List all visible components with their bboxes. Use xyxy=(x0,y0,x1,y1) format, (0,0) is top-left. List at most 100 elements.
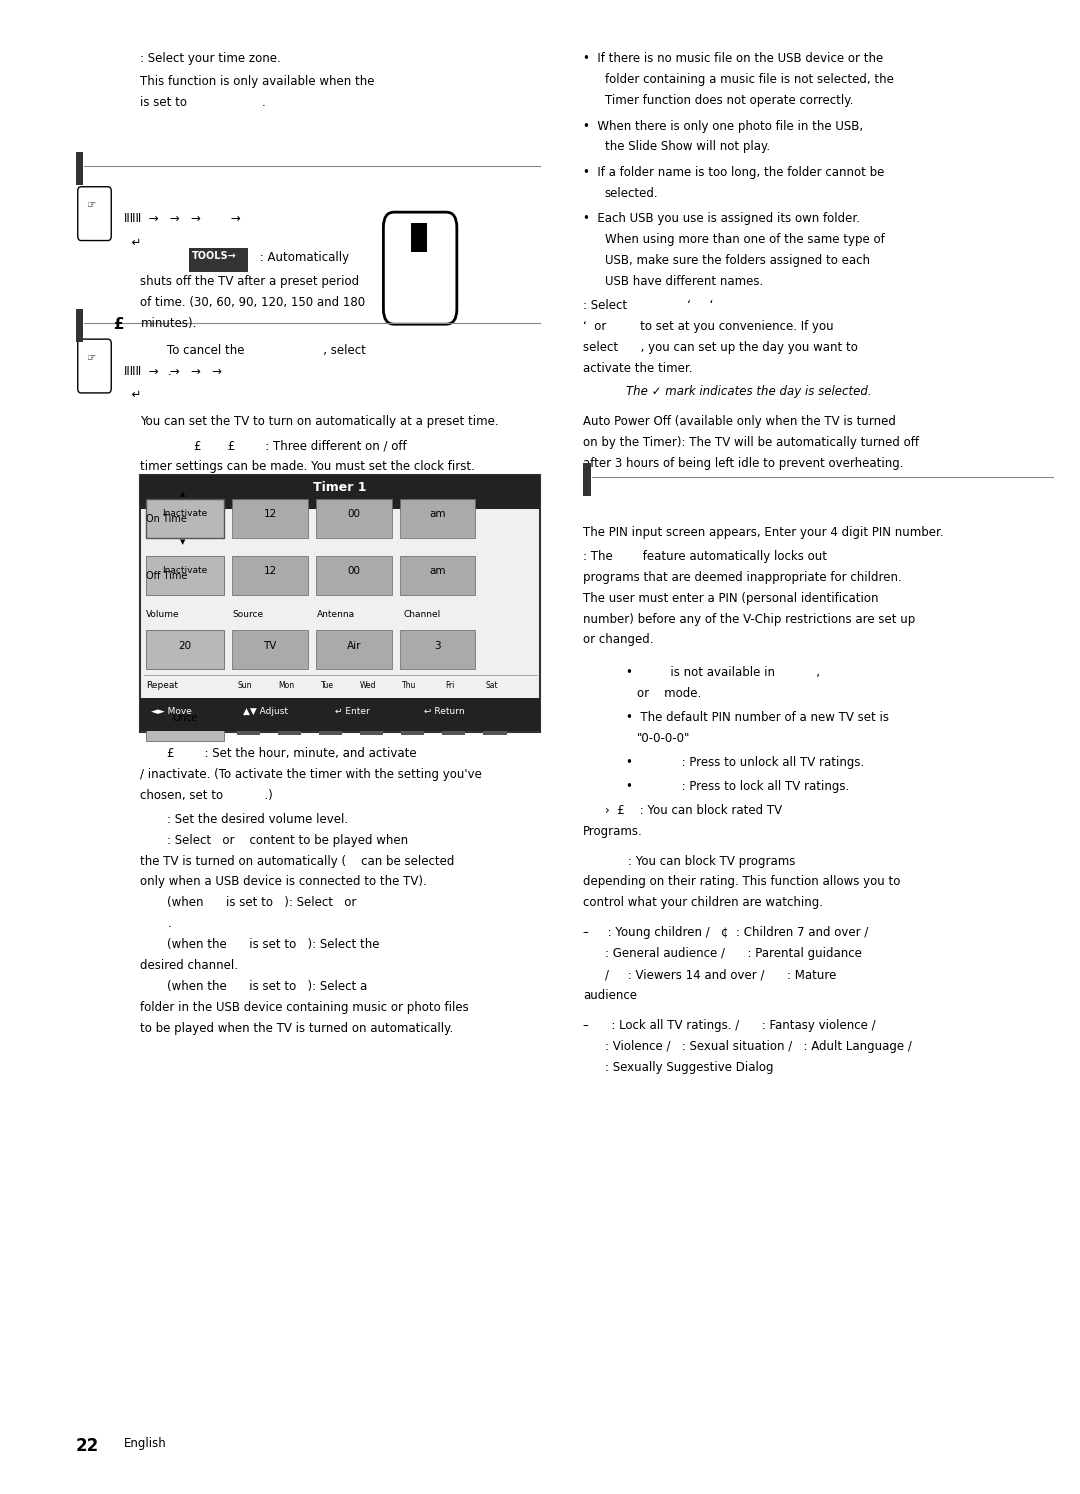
Bar xyxy=(146,630,224,669)
Bar xyxy=(442,708,465,735)
Text: This function is only available when the: This function is only available when the xyxy=(140,75,375,88)
Text: •  Each USB you use is assigned its own folder.: • Each USB you use is assigned its own f… xyxy=(583,212,860,226)
FancyBboxPatch shape xyxy=(78,187,111,241)
Text: The ✓ mark indicates the day is selected.: The ✓ mark indicates the day is selected… xyxy=(626,385,872,399)
Text: "0-0-0-0": "0-0-0-0" xyxy=(637,732,690,746)
Bar xyxy=(483,708,507,735)
Text: ▲▼ Adjust: ▲▼ Adjust xyxy=(243,707,288,716)
Text: To cancel the                     , select: To cancel the , select xyxy=(167,344,366,357)
Text: ›  £    : You can block rated TV: › £ : You can block rated TV xyxy=(605,804,782,817)
Text: am: am xyxy=(429,509,446,520)
Text: Off Time: Off Time xyxy=(146,571,187,581)
Text: •  When there is only one photo file in the USB,: • When there is only one photo file in t… xyxy=(583,120,863,133)
Text: •  If there is no music file on the USB device or the: • If there is no music file on the USB d… xyxy=(583,52,883,66)
Text: chosen, set to           .): chosen, set to .) xyxy=(140,789,273,802)
Bar xyxy=(411,223,427,252)
Text: 00: 00 xyxy=(348,509,361,520)
Text: (when the      is set to   ): Select a: (when the is set to ): Select a xyxy=(167,980,367,994)
Text: audience: audience xyxy=(583,989,637,1002)
Text: On Time: On Time xyxy=(146,514,187,524)
Bar xyxy=(232,499,308,538)
Text: English: English xyxy=(124,1437,167,1451)
Text: Programs.: Programs. xyxy=(583,825,643,838)
Text: : You can block TV programs: : You can block TV programs xyxy=(583,855,796,868)
Text: Fri: Fri xyxy=(446,681,455,690)
Bar xyxy=(319,708,342,735)
Text: 12: 12 xyxy=(264,566,276,577)
Bar xyxy=(401,708,424,735)
Text: When using more than one of the same type of: When using more than one of the same typ… xyxy=(605,233,885,247)
FancyBboxPatch shape xyxy=(383,212,457,324)
Text: (when      is set to   ): Select   or: (when is set to ): Select or xyxy=(167,896,356,910)
Text: .: . xyxy=(167,365,171,378)
Text: timer settings can be made. You must set the clock first.: timer settings can be made. You must set… xyxy=(140,460,475,474)
Text: activate the timer.: activate the timer. xyxy=(583,362,692,375)
Text: •          is not available in           ,: • is not available in , xyxy=(626,666,821,680)
Text: £: £ xyxy=(113,317,124,332)
Bar xyxy=(400,499,475,538)
Text: Air: Air xyxy=(347,641,362,651)
Text: Auto Power Off (available only when the TV is turned: Auto Power Off (available only when the … xyxy=(583,415,896,429)
Bar xyxy=(140,475,540,509)
Text: selected.: selected. xyxy=(605,187,659,200)
Text: The PIN input screen appears, Enter your 4 digit PIN number.: The PIN input screen appears, Enter your… xyxy=(583,526,944,539)
Text: ↵: ↵ xyxy=(124,236,141,249)
Text: Channel: Channel xyxy=(404,610,441,619)
Text: ↩ Return: ↩ Return xyxy=(424,707,465,716)
Text: –      : Lock all TV ratings. /      : Fantasy violence /: – : Lock all TV ratings. / : Fantasy vio… xyxy=(583,1019,876,1032)
Text: Tue: Tue xyxy=(321,681,334,690)
Text: •             : Press to lock all TV ratings.: • : Press to lock all TV ratings. xyxy=(626,780,850,793)
Text: or changed.: or changed. xyxy=(583,633,653,647)
Text: number) before any of the V-Chip restrictions are set up: number) before any of the V-Chip restric… xyxy=(583,613,916,626)
Text: 22: 22 xyxy=(76,1437,99,1455)
Text: Sun: Sun xyxy=(238,681,253,690)
Text: ▲: ▲ xyxy=(180,492,185,498)
Text: select      , you can set up the day you want to: select , you can set up the day you want… xyxy=(583,341,859,354)
Text: 3: 3 xyxy=(434,641,441,651)
Text: is set to                    .: is set to . xyxy=(140,96,266,109)
Bar xyxy=(232,630,308,669)
FancyBboxPatch shape xyxy=(78,339,111,393)
Bar xyxy=(583,463,591,496)
Text: ⅡⅡⅡ  →   →   →        →: ⅡⅡⅡ → → → → xyxy=(124,212,241,226)
Text: .: . xyxy=(167,917,171,931)
Text: the TV is turned on automatically (    can be selected: the TV is turned on automatically ( can … xyxy=(140,855,455,868)
Text: : Automatically: : Automatically xyxy=(256,251,349,264)
Text: •  The default PIN number of a new TV set is: • The default PIN number of a new TV set… xyxy=(626,711,890,725)
Text: 20: 20 xyxy=(178,641,191,651)
Bar xyxy=(316,499,392,538)
Text: The user must enter a PIN (personal identification: The user must enter a PIN (personal iden… xyxy=(583,592,879,605)
Text: the Slide Show will not play.: the Slide Show will not play. xyxy=(605,140,770,154)
Text: TOOLS→: TOOLS→ xyxy=(192,251,237,261)
Text: You can set the TV to turn on automatically at a preset time.: You can set the TV to turn on automatica… xyxy=(140,415,499,429)
Text: Antenna: Antenna xyxy=(316,610,354,619)
Bar xyxy=(237,708,260,735)
Text: •             : Press to unlock all TV ratings.: • : Press to unlock all TV ratings. xyxy=(626,756,865,769)
Text: ▼: ▼ xyxy=(180,539,185,545)
Bar xyxy=(360,708,383,735)
Text: or    mode.: or mode. xyxy=(637,687,701,701)
Text: USB have different names.: USB have different names. xyxy=(605,275,764,288)
Text: : Select your time zone.: : Select your time zone. xyxy=(140,52,281,66)
Text: ↵: ↵ xyxy=(124,388,141,402)
Bar xyxy=(316,630,392,669)
Bar xyxy=(400,556,475,595)
Text: : The        feature automatically locks out: : The feature automatically locks out xyxy=(583,550,827,563)
Text: 00: 00 xyxy=(348,566,361,577)
Bar xyxy=(400,630,475,669)
Text: to be played when the TV is turned on automatically.: to be played when the TV is turned on au… xyxy=(140,1022,454,1035)
Text: folder containing a music file is not selected, the: folder containing a music file is not se… xyxy=(605,73,893,87)
Bar xyxy=(189,248,248,272)
Text: ☞: ☞ xyxy=(86,200,96,211)
Text: on by the Timer): The TV will be automatically turned off: on by the Timer): The TV will be automat… xyxy=(583,436,919,450)
Text: / inactivate. (To activate the timer with the setting you've: / inactivate. (To activate the timer wit… xyxy=(140,768,483,781)
Bar xyxy=(140,475,540,732)
Text: ⅡⅡⅡ  →   →   →   →: ⅡⅡⅡ → → → → xyxy=(124,365,222,378)
Bar xyxy=(278,708,301,735)
Text: Repeat: Repeat xyxy=(146,681,178,690)
Text: TV: TV xyxy=(264,641,276,651)
Text: minutes).: minutes). xyxy=(140,317,197,330)
Text: shuts off the TV after a preset period: shuts off the TV after a preset period xyxy=(140,275,360,288)
Text: /     : Viewers 14 and over /      : Mature: / : Viewers 14 and over / : Mature xyxy=(605,968,836,982)
Text: Timer 1: Timer 1 xyxy=(313,481,367,495)
